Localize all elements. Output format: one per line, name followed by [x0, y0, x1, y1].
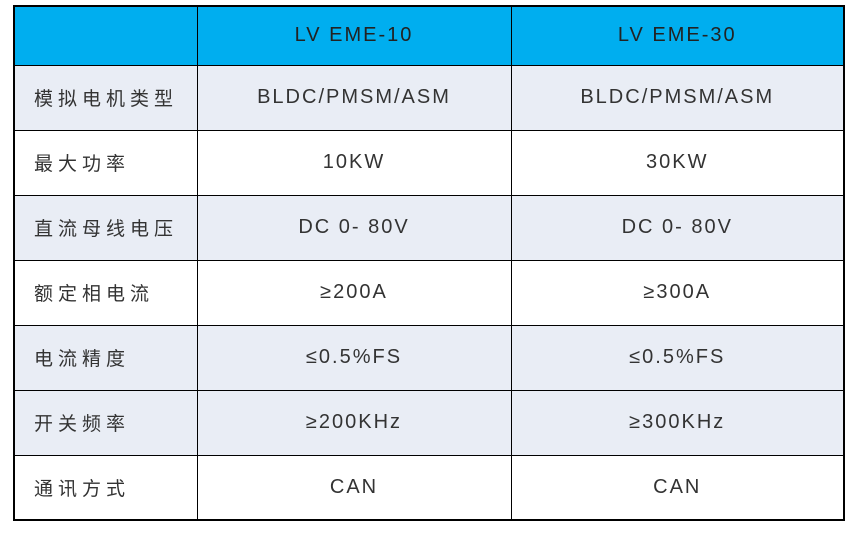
table-row: 模拟电机类型 BLDC/PMSM/ASM BLDC/PMSM/ASM	[13, 64, 845, 131]
row-value-eme10: ≥200A	[196, 259, 512, 326]
table-body: 模拟电机类型 BLDC/PMSM/ASM BLDC/PMSM/ASM 最大功率 …	[13, 64, 845, 521]
row-label: 开关频率	[13, 389, 198, 456]
row-value-eme30: ≥300KHz	[510, 389, 845, 456]
row-value-eme30: ≥300A	[510, 259, 845, 326]
row-label: 直流母线电压	[13, 194, 198, 261]
row-value-eme10: ≤0.5%FS	[196, 324, 512, 391]
row-value-eme10: CAN	[196, 454, 512, 521]
row-value-eme10: DC 0- 80V	[196, 194, 512, 261]
row-value-eme30: CAN	[510, 454, 845, 521]
row-label: 最大功率	[13, 129, 198, 196]
row-value-eme30: BLDC/PMSM/ASM	[510, 64, 845, 131]
row-value-eme30: DC 0- 80V	[510, 194, 845, 261]
spec-table: LV EME-10 LV EME-30 模拟电机类型 BLDC/PMSM/ASM…	[13, 5, 845, 521]
row-label: 额定相电流	[13, 259, 198, 326]
row-value-eme10: ≥200KHz	[196, 389, 512, 456]
row-value-eme10: 10KW	[196, 129, 512, 196]
table-row: 额定相电流 ≥200A ≥300A	[13, 259, 845, 326]
table-row: 开关频率 ≥200KHz ≥300KHz	[13, 389, 845, 456]
table-row: 最大功率 10KW 30KW	[13, 129, 845, 196]
row-value-eme30: 30KW	[510, 129, 845, 196]
row-value-eme30: ≤0.5%FS	[510, 324, 845, 391]
table-header-row: LV EME-10 LV EME-30	[13, 5, 845, 66]
table-row: 直流母线电压 DC 0- 80V DC 0- 80V	[13, 194, 845, 261]
table-row: 电流精度 ≤0.5%FS ≤0.5%FS	[13, 324, 845, 391]
row-label: 电流精度	[13, 324, 198, 391]
row-label: 通讯方式	[13, 454, 198, 521]
header-cell-lv-eme-30: LV EME-30	[510, 5, 845, 66]
table-row: 通讯方式 CAN CAN	[13, 454, 845, 521]
row-label: 模拟电机类型	[13, 64, 198, 131]
spec-table-container: LV EME-10 LV EME-30 模拟电机类型 BLDC/PMSM/ASM…	[13, 5, 845, 521]
header-cell-blank	[13, 5, 198, 66]
header-cell-lv-eme-10: LV EME-10	[196, 5, 512, 66]
row-value-eme10: BLDC/PMSM/ASM	[196, 64, 512, 131]
